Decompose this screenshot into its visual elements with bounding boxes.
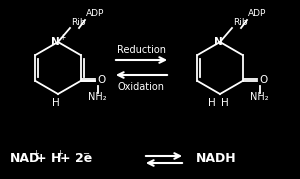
Text: +: + — [56, 149, 63, 158]
Text: O: O — [260, 75, 268, 85]
Text: + 2e: + 2e — [60, 153, 92, 166]
Text: Reduction: Reduction — [117, 45, 166, 55]
Text: Oxidation: Oxidation — [118, 82, 165, 92]
Text: NH₂: NH₂ — [250, 92, 269, 102]
Text: NAD: NAD — [10, 153, 40, 166]
Text: NH₂: NH₂ — [88, 92, 107, 102]
Text: Rib: Rib — [71, 18, 85, 27]
Text: +: + — [32, 149, 39, 158]
Text: NADH: NADH — [196, 153, 237, 166]
Text: −: − — [82, 149, 89, 158]
Text: ADP: ADP — [248, 9, 266, 18]
Text: Rib: Rib — [233, 18, 247, 27]
Text: N: N — [214, 37, 222, 47]
Text: N: N — [51, 37, 59, 47]
Text: H: H — [52, 98, 60, 108]
Text: O: O — [98, 75, 106, 85]
Text: ADP: ADP — [86, 9, 104, 18]
Text: +: + — [59, 33, 65, 42]
Text: H: H — [208, 98, 216, 108]
Text: + H: + H — [36, 153, 62, 166]
Text: H: H — [221, 98, 229, 108]
